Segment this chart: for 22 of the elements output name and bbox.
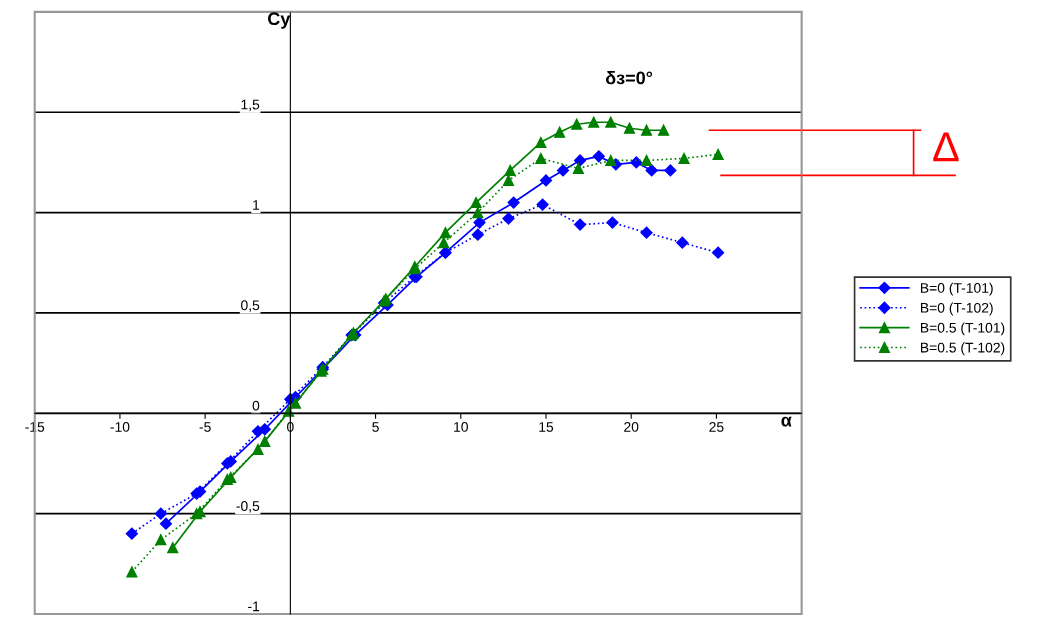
legend-label: B=0.5 (T-101) <box>921 322 1005 336</box>
legend-label: B=0.5 (T-102) <box>921 342 1005 356</box>
x-tick-label: 15 <box>539 422 554 432</box>
x-tick-label: -5 <box>199 422 211 432</box>
y-tick-label: -0,5 <box>236 501 260 513</box>
x-axis-title: α <box>781 416 792 427</box>
x-tick-label: -10 <box>110 422 130 432</box>
y-tick-label: 0 <box>252 400 260 411</box>
x-tick-label: 20 <box>624 422 639 432</box>
annotation: δз=0° <box>605 71 653 85</box>
y-tick-label: -1 <box>248 601 260 612</box>
x-tick-label: -15 <box>25 422 45 432</box>
x-tick-label: 10 <box>454 422 468 432</box>
x-tick-label: 25 <box>709 422 724 432</box>
y-tick-label: 1 <box>253 200 260 210</box>
text: Δ <box>933 132 959 162</box>
legend-label: B=0 (T-102) <box>921 302 993 316</box>
legend-label: B=0 (T-101) <box>921 282 993 296</box>
y-tick-label: 1,5 <box>241 99 260 112</box>
y-tick-label: 0,5 <box>241 300 260 312</box>
x-tick-label: 5 <box>372 422 379 432</box>
y-axis-title: Cy <box>268 12 291 29</box>
